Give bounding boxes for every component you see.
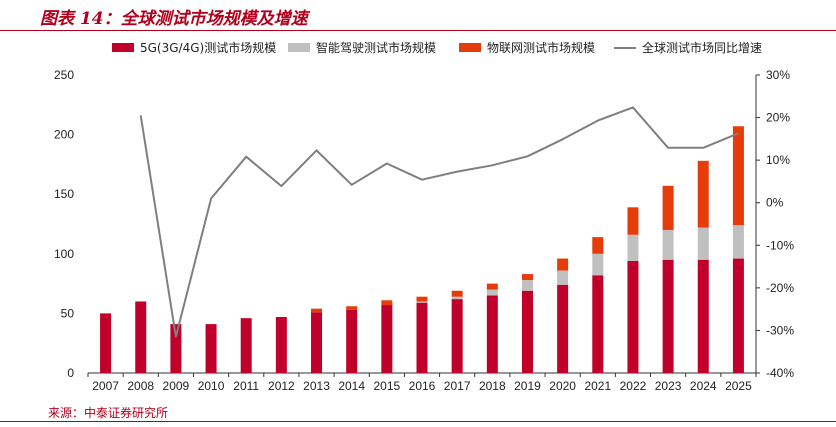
bar-segment xyxy=(732,258,744,373)
bar-segment xyxy=(135,301,147,373)
bar-segment xyxy=(100,313,112,373)
legend-label: 物联网测试市场规模 xyxy=(487,40,595,55)
x-tick-label: 2015 xyxy=(373,379,400,393)
y-right-tick-label: -20% xyxy=(766,281,794,295)
title-bar: 图表 14：全球测试市场规模及增速 xyxy=(0,0,836,31)
y-left-tick-label: 100 xyxy=(54,247,74,261)
bar-segment xyxy=(662,229,674,260)
x-tick-label: 2020 xyxy=(549,379,576,393)
y-left-tick-label: 50 xyxy=(61,306,75,320)
legend-label: 全球测试市场同比增速 xyxy=(642,40,762,55)
bar-segment xyxy=(346,306,358,310)
bar-segment xyxy=(275,316,287,373)
bar-segment xyxy=(451,296,463,300)
bar-segment xyxy=(557,258,569,271)
bar-segment xyxy=(592,275,604,373)
x-tick-label: 2018 xyxy=(479,379,506,393)
x-tick-label: 2025 xyxy=(725,379,752,393)
bar-segment xyxy=(311,308,323,313)
y-right-tick-label: -30% xyxy=(766,323,794,337)
x-tick-label: 2019 xyxy=(514,379,541,393)
bar-segment xyxy=(170,324,182,373)
bar-segment xyxy=(627,234,639,261)
bar-segment xyxy=(486,283,498,290)
page-title: 图表 14：全球测试市场规模及增速 xyxy=(40,9,308,29)
bar-segment xyxy=(697,160,709,228)
bar-segment xyxy=(732,225,744,259)
bar-segment xyxy=(451,290,463,297)
y-right-tick-label: 20% xyxy=(766,111,790,125)
y-left-tick-label: 0 xyxy=(67,366,74,380)
bar-segment xyxy=(592,253,604,276)
bar-segment xyxy=(521,290,533,373)
legend-swatch xyxy=(288,43,310,52)
source-note: 来源：中泰证券研究所 xyxy=(48,406,169,420)
y-left-tick-label: 200 xyxy=(54,128,74,142)
x-tick-label: 2008 xyxy=(127,379,154,393)
bar-segment xyxy=(381,300,393,306)
x-tick-label: 2011 xyxy=(233,379,259,393)
bar-segment xyxy=(451,299,463,373)
x-tick-label: 2012 xyxy=(268,379,295,393)
bar-segment xyxy=(416,301,428,303)
x-tick-label: 2010 xyxy=(198,379,225,393)
legend-swatch xyxy=(112,43,134,52)
y-right-tick-label: 30% xyxy=(766,68,790,82)
x-tick-label: 2007 xyxy=(92,379,119,393)
legend-swatch xyxy=(459,43,481,52)
y-right-tick-label: 10% xyxy=(766,153,790,167)
bar-segment xyxy=(521,280,533,291)
y-left-tick-label: 150 xyxy=(54,187,74,201)
bar-segment xyxy=(627,207,639,235)
x-tick-label: 2014 xyxy=(338,379,365,393)
bar-segment xyxy=(346,309,358,373)
bar-segment xyxy=(662,185,674,230)
y-right-tick-label: -40% xyxy=(766,366,794,380)
x-tick-label: 2021 xyxy=(584,379,611,393)
y-right-tick-label: 0% xyxy=(766,196,784,210)
bar-segment xyxy=(557,284,569,373)
y-left-tick-label: 250 xyxy=(54,68,74,82)
x-tick-label: 2024 xyxy=(690,379,717,393)
bar-segment xyxy=(486,289,498,296)
bar-segment xyxy=(592,237,604,254)
bar-segment xyxy=(205,324,217,373)
bar-segment xyxy=(732,126,744,226)
x-tick-label: 2017 xyxy=(444,379,471,393)
x-tick-label: 2023 xyxy=(655,379,682,393)
growth-line xyxy=(139,106,739,338)
bar-segment xyxy=(240,318,252,373)
bar-segment xyxy=(416,302,428,373)
bar-segment xyxy=(627,260,639,373)
bar-segment xyxy=(557,270,569,285)
bar-segment xyxy=(697,259,709,373)
bar-segment xyxy=(381,305,393,373)
bar-segment xyxy=(662,259,674,373)
x-tick-label: 2016 xyxy=(409,379,436,393)
bar-segment xyxy=(311,312,323,373)
bar-segment xyxy=(486,295,498,373)
x-tick-label: 2013 xyxy=(303,379,330,393)
legend-label: 智能驾驶测试市场规模 xyxy=(316,40,436,55)
bar-segment xyxy=(697,227,709,260)
legend-label: 5G(3G/4G)测试市场规模 xyxy=(140,40,276,55)
y-right-tick-label: -10% xyxy=(766,238,794,252)
bar-segment xyxy=(521,274,533,281)
x-tick-label: 2022 xyxy=(620,379,647,393)
x-tick-label: 2009 xyxy=(163,379,190,393)
bar-segment xyxy=(416,296,428,302)
footer-divider xyxy=(0,421,836,422)
